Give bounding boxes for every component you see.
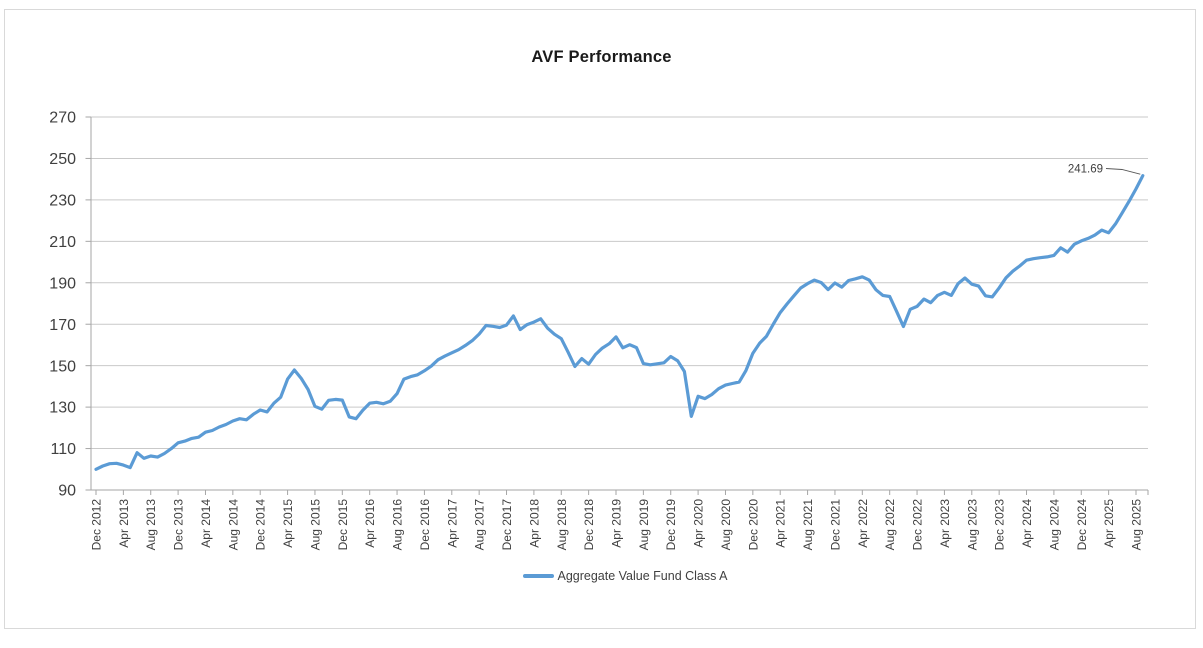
x-tick-label: Apr 2017 bbox=[445, 499, 459, 548]
x-tick-label: Aug 2019 bbox=[637, 499, 651, 551]
x-tick-label: Apr 2014 bbox=[199, 499, 213, 548]
x-tick-label: Apr 2016 bbox=[363, 499, 377, 548]
x-tick-label: Dec 2020 bbox=[746, 499, 760, 551]
x-tick-label: Aug 2020 bbox=[719, 499, 733, 551]
x-tick-label: Apr 2013 bbox=[117, 499, 131, 548]
x-tick-label: Apr 2020 bbox=[692, 499, 706, 548]
x-tick-label: Apr 2019 bbox=[610, 499, 624, 548]
y-tick-label: 190 bbox=[49, 275, 76, 292]
x-tick-label: Aug 2014 bbox=[226, 499, 240, 551]
x-tick-label: Apr 2021 bbox=[774, 499, 788, 548]
y-tick-label: 90 bbox=[58, 483, 76, 500]
x-tick-label: Aug 2018 bbox=[555, 499, 569, 551]
x-tick-label: Aug 2023 bbox=[965, 499, 979, 551]
x-tick-label: Apr 2025 bbox=[1102, 499, 1116, 548]
x-tick-label: Dec 2023 bbox=[993, 499, 1007, 551]
x-tick-label: Aug 2021 bbox=[801, 499, 815, 551]
legend-series-label: Aggregate Value Fund Class A bbox=[557, 569, 728, 583]
annotation-label: 241.69 bbox=[1068, 164, 1103, 176]
x-tick-label: Aug 2022 bbox=[883, 499, 897, 551]
x-tick-label: Aug 2015 bbox=[308, 499, 322, 551]
x-tick-label: Dec 2012 bbox=[90, 499, 104, 551]
x-tick-label: Aug 2025 bbox=[1130, 499, 1144, 551]
x-tick-label: Apr 2018 bbox=[527, 499, 541, 548]
y-tick-label: 130 bbox=[49, 400, 76, 417]
x-tick-label: Dec 2018 bbox=[582, 499, 596, 551]
x-tick-label: Dec 2014 bbox=[254, 499, 268, 551]
x-tick-label: Dec 2022 bbox=[911, 499, 925, 551]
x-tick-label: Dec 2017 bbox=[500, 499, 514, 551]
x-tick-label: Dec 2013 bbox=[172, 499, 186, 551]
annotation-leader-line bbox=[1105, 168, 1141, 175]
chart-title: AVF Performance bbox=[531, 48, 672, 66]
x-tick-label: Apr 2024 bbox=[1020, 499, 1034, 548]
x-tick-label: Dec 2016 bbox=[418, 499, 432, 551]
legend-row: Aggregate Value Fund Class A bbox=[523, 569, 728, 583]
y-tick-label: 170 bbox=[49, 317, 76, 334]
x-tick-label: Apr 2023 bbox=[938, 499, 952, 548]
chart-frame bbox=[4, 9, 1196, 629]
x-tick-label: Aug 2024 bbox=[1047, 499, 1061, 551]
series-line bbox=[94, 174, 1145, 471]
y-tick-label: 150 bbox=[49, 358, 76, 375]
legend-line-swatch bbox=[523, 574, 555, 578]
y-tick-label: 230 bbox=[49, 192, 76, 209]
x-tick-label: Dec 2015 bbox=[336, 499, 350, 551]
x-tick-label: Apr 2015 bbox=[281, 499, 295, 548]
x-tick-label: Aug 2017 bbox=[473, 499, 487, 551]
y-tick-label: 250 bbox=[49, 151, 76, 168]
x-tick-label: Apr 2022 bbox=[856, 499, 870, 548]
x-tick-label: Dec 2019 bbox=[664, 499, 678, 551]
y-tick-label: 270 bbox=[49, 110, 76, 127]
x-tick-label: Dec 2021 bbox=[828, 499, 842, 551]
x-tick-label: Aug 2013 bbox=[144, 499, 158, 551]
y-tick-label: 210 bbox=[49, 234, 76, 251]
x-tick-label: Dec 2024 bbox=[1075, 499, 1089, 551]
legend: Aggregate Value Fund Class A bbox=[0, 569, 1203, 583]
y-tick-label: 110 bbox=[50, 441, 76, 458]
x-tick-label: Aug 2016 bbox=[391, 499, 405, 551]
